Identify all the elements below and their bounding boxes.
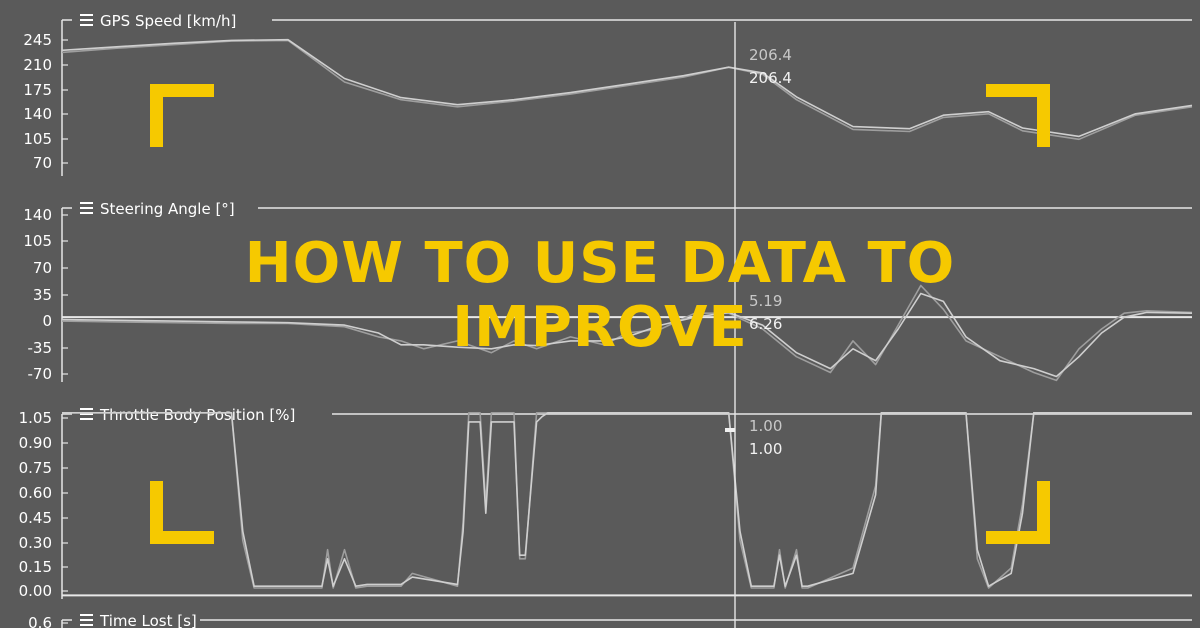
- y-tick-label: 0.6: [28, 614, 52, 628]
- corner-brackets: [150, 84, 1050, 544]
- bracket-top-right: [986, 84, 1050, 147]
- y-tick-label: 175: [23, 81, 52, 99]
- panel-3: Throttle Body Position [%] 1.05 0.90 0.75 0.…: [19, 406, 1192, 600]
- cursor-readout-2: 206.4: [749, 69, 792, 87]
- cursor-readout-2: 6.26: [749, 315, 782, 333]
- bracket-top-left: [150, 84, 214, 147]
- headline-line-2: IMPROVE: [452, 295, 748, 360]
- cursor-readout-2: 1.00: [749, 440, 782, 458]
- panel-2: Steering Angle [°] 140 105 70 35 0 -35 -70 5.19 6…: [23, 200, 1193, 383]
- cursor-readout-1: 1.00: [749, 417, 782, 435]
- y-tick-label: 0.30: [19, 534, 52, 552]
- y-tick-label: 105: [23, 232, 52, 250]
- y-tick-label: 70: [33, 259, 52, 277]
- series-line-2: [61, 38, 1193, 138]
- series-line-2: [62, 412, 1192, 587]
- y-tick-label: 0.00: [19, 582, 52, 600]
- y-tick-label: 1.05: [19, 409, 52, 427]
- y-tick-label: 35: [33, 286, 52, 304]
- y-tick-label: 245: [23, 31, 52, 49]
- panel-title: Throttle Body Position [%]: [99, 406, 295, 424]
- hamburger-icon[interactable]: [80, 202, 93, 214]
- y-tick-label: 70: [33, 154, 52, 172]
- y-tick-label: 140: [23, 105, 52, 123]
- series-line-1: [62, 412, 1192, 589]
- headline: HOW TO USE DATA TO IMPROVE: [200, 232, 1000, 360]
- hamburger-icon[interactable]: [80, 14, 93, 26]
- cursor-readout-1: 206.4: [749, 46, 792, 64]
- y-tick-label: 0.60: [19, 484, 52, 502]
- y-tick-label: -70: [28, 365, 53, 383]
- y-tick-label: 105: [23, 130, 52, 148]
- cursor-readout-1: 5.19: [749, 292, 782, 310]
- panel-4: Time Lost [s] 0.6: [28, 612, 1192, 628]
- panel-title: Steering Angle [°]: [100, 200, 235, 218]
- panel-title: GPS Speed [km/h]: [100, 12, 236, 30]
- y-tick-label: 140: [23, 206, 52, 224]
- y-tick-label: 0.90: [19, 434, 52, 452]
- panel-1: GPS Speed [km/h] 245 210 175 140 105 70 206.4 20…: [23, 12, 1193, 176]
- y-tick-label: -35: [28, 339, 53, 357]
- cursor-marker: [725, 428, 735, 432]
- bracket-bottom-right: [986, 481, 1050, 544]
- y-tick-label: 0.75: [19, 459, 52, 477]
- hamburger-icon[interactable]: [80, 614, 93, 626]
- bracket-bottom-left: [150, 481, 214, 544]
- hamburger-icon[interactable]: [80, 408, 93, 420]
- y-tick-label: 0.15: [19, 558, 52, 576]
- y-tick-label: 0.45: [19, 509, 52, 527]
- headline-line-1: HOW TO USE DATA TO: [244, 231, 956, 296]
- panel-title: Time Lost [s]: [99, 612, 197, 628]
- series-line-2: [61, 292, 1193, 378]
- y-tick-label: 0: [42, 312, 52, 330]
- y-tick-label: 210: [23, 56, 52, 74]
- series-line-1: [61, 284, 1193, 382]
